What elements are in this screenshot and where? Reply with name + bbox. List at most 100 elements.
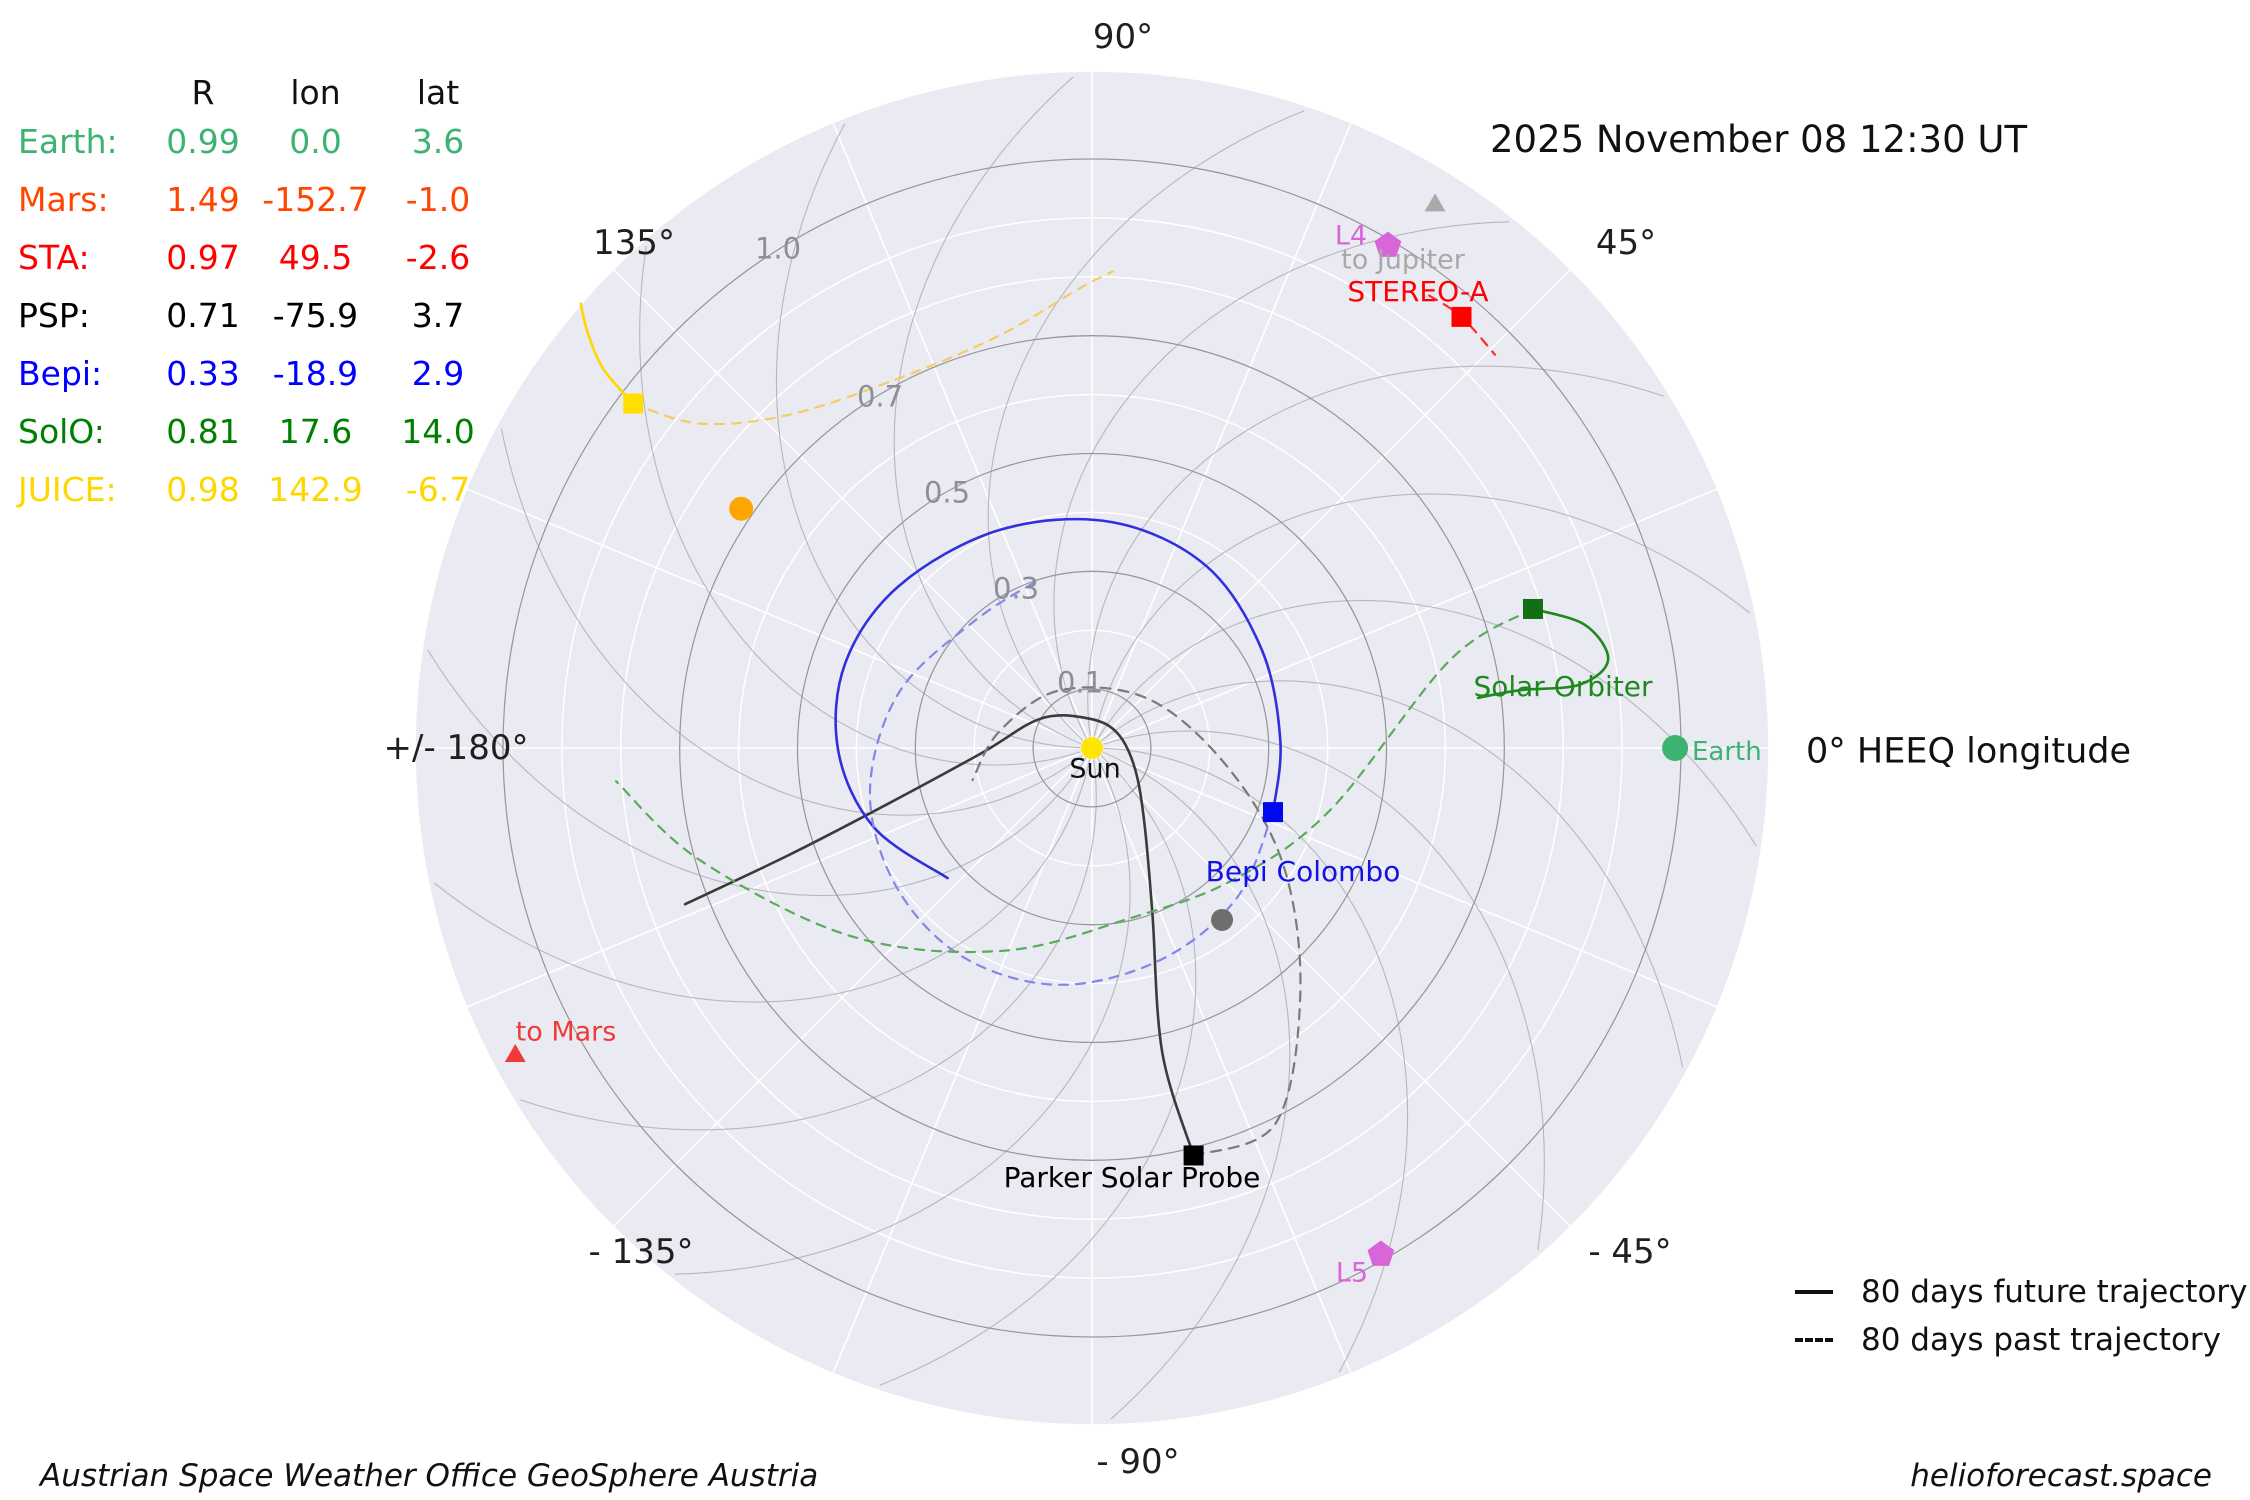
psp-label: Parker Solar Probe: [1003, 1161, 1261, 1194]
angle-0: 0° HEEQ longitude: [1806, 731, 2132, 772]
ring-label-1-0: 1.0: [754, 231, 802, 266]
bepi-label: Bepi Colombo: [1205, 855, 1401, 888]
parker-spiral: [500, 428, 1084, 816]
trajectory-solo-future: [1476, 607, 1610, 700]
angle-90: 90°: [1092, 17, 1154, 57]
parker-spiral: [639, 245, 1082, 766]
stereo-a-label: STEREO-A: [1347, 275, 1489, 308]
position-table: R lon lat Earth: 0.99 0.0 3.6 Mars: 1.49 -152.…: [18, 72, 498, 518]
parker-spiral: [1102, 730, 1545, 1251]
juice-marker: [623, 393, 644, 414]
legend-row-past: 80 days past trajectory: [1795, 1316, 2248, 1364]
l4-label: L4: [1334, 220, 1368, 252]
sun-marker: [1081, 737, 1103, 759]
ring-label-0-5: 0.5: [923, 475, 971, 510]
table-value-R-2: 0.97: [166, 237, 240, 277]
psp-marker: [1183, 1145, 1204, 1166]
table-row-label-1: Mars:: [18, 179, 109, 219]
footer-organisation: Austrian Space Weather Office GeoSphere …: [40, 1458, 819, 1494]
trajectory-legend: 80 days future trajectory 80 days past t…: [1795, 1268, 2248, 1364]
legend-future-label: 80 days future trajectory: [1861, 1274, 2248, 1310]
parker-spiral: [519, 759, 1097, 1131]
to-mars-marker: [504, 1043, 526, 1062]
solo-label: Solar Orbiter: [1473, 670, 1653, 703]
legend-past-label: 80 days past trajectory: [1861, 1322, 2221, 1358]
table-value-lat-1: -1.0: [405, 179, 471, 219]
table-row-label-3: PSP:: [18, 295, 90, 335]
table-value-lon-2: 49.5: [278, 237, 353, 277]
dashed-line-icon: [1795, 1338, 1833, 1342]
trajectory-solo-past: [614, 607, 1535, 954]
to-mars-label: to Mars: [515, 1016, 617, 1048]
to-jupiter-marker: [1424, 193, 1446, 212]
legend-row-future: 80 days future trajectory: [1795, 1268, 2248, 1316]
solid-line-icon: [1795, 1290, 1833, 1294]
stereo-a-marker: [1451, 306, 1472, 327]
table-value-lat-2: -2.6: [405, 237, 471, 277]
parker-spiral: [1053, 221, 1510, 738]
date-label: 2025 November 08 12:30 UT: [1490, 118, 2028, 161]
bepi-colombo-marker: [1263, 802, 1284, 823]
grid-spoke: [1099, 750, 1718, 1008]
earth-marker: [1662, 735, 1689, 761]
grid-ring-gray: [1032, 688, 1152, 808]
angle-180: +/- 180°: [383, 728, 529, 768]
parker-spiral: [893, 76, 1082, 745]
parker-spiral: [427, 649, 1087, 897]
parker-spiral: [879, 755, 1197, 1386]
grid-spoke: [1097, 753, 1571, 1227]
table-value-R-5: 0.81: [166, 411, 240, 451]
earth-label: Earth: [1692, 737, 1762, 767]
table-value-lon-6: 142.9: [268, 469, 363, 509]
parker-spiral: [775, 123, 1081, 749]
l5-marker: [1367, 1240, 1395, 1266]
to-jupiter-label: to Jupiter: [1341, 244, 1465, 276]
table-value-lat-0: 3.6: [411, 121, 465, 161]
angle-neg45: - 45°: [1588, 1232, 1672, 1272]
table-value-lon-1: -152.7: [262, 179, 369, 219]
col-header-lon: lon: [290, 72, 341, 112]
ring-label-0-7: 0.7: [856, 379, 904, 414]
grid-spoke: [466, 488, 1085, 746]
table-value-lat-6: -6.7: [405, 469, 471, 509]
l5-label: L5: [1335, 1257, 1369, 1289]
col-header-lat: lat: [416, 72, 460, 112]
table-value-lon-5: 17.6: [278, 411, 353, 451]
trajectory-juice-past: [632, 270, 1114, 426]
table-value-R-4: 0.33: [166, 353, 240, 393]
table-value-lon-4: -18.9: [272, 353, 359, 393]
footer-website: helioforecast.space: [1910, 1458, 2212, 1494]
parker-spiral: [1097, 599, 1757, 847]
trajectory-bepi-future: [834, 517, 1282, 880]
parker-spiral: [987, 110, 1305, 741]
parker-spiral: [433, 759, 1091, 1003]
table-value-lon-0: 0.0: [289, 121, 342, 161]
grid-ring-gray: [679, 335, 1505, 1161]
table-value-lat-3: 3.7: [411, 295, 465, 335]
parker-spiral: [1102, 751, 1291, 1420]
grid-spoke: [832, 122, 1090, 741]
table-row-label-6: JUICE:: [18, 469, 117, 509]
angle-45: 45°: [1595, 223, 1657, 263]
table-row-label-5: SolO:: [18, 411, 105, 451]
grid-ring-gray: [914, 570, 1270, 926]
angle-neg90: - 90°: [1096, 1442, 1180, 1482]
angle-135: 135°: [593, 223, 675, 263]
ring-label-0-3: 0.3: [992, 571, 1040, 606]
trajectory-psp-past: [971, 686, 1302, 1157]
ring-label-0-1: 0.1: [1056, 665, 1104, 700]
trajectory-psp-future: [683, 714, 1195, 1157]
parker-spiral: [1093, 493, 1751, 737]
grid-spoke: [613, 269, 1087, 743]
table-row-label-0: Earth:: [18, 121, 118, 161]
l4-marker: [1374, 231, 1402, 257]
solar-orbiter-marker: [1522, 598, 1543, 619]
table-value-R-1: 1.49: [166, 179, 240, 219]
parker-spiral: [1087, 365, 1665, 737]
grid-ring-gray: [796, 452, 1388, 1044]
trajectory-bepi-past: [868, 579, 1275, 986]
col-header-r: R: [191, 72, 215, 112]
angle-neg135: - 135°: [588, 1232, 694, 1272]
mercury-marker: [1211, 908, 1234, 931]
